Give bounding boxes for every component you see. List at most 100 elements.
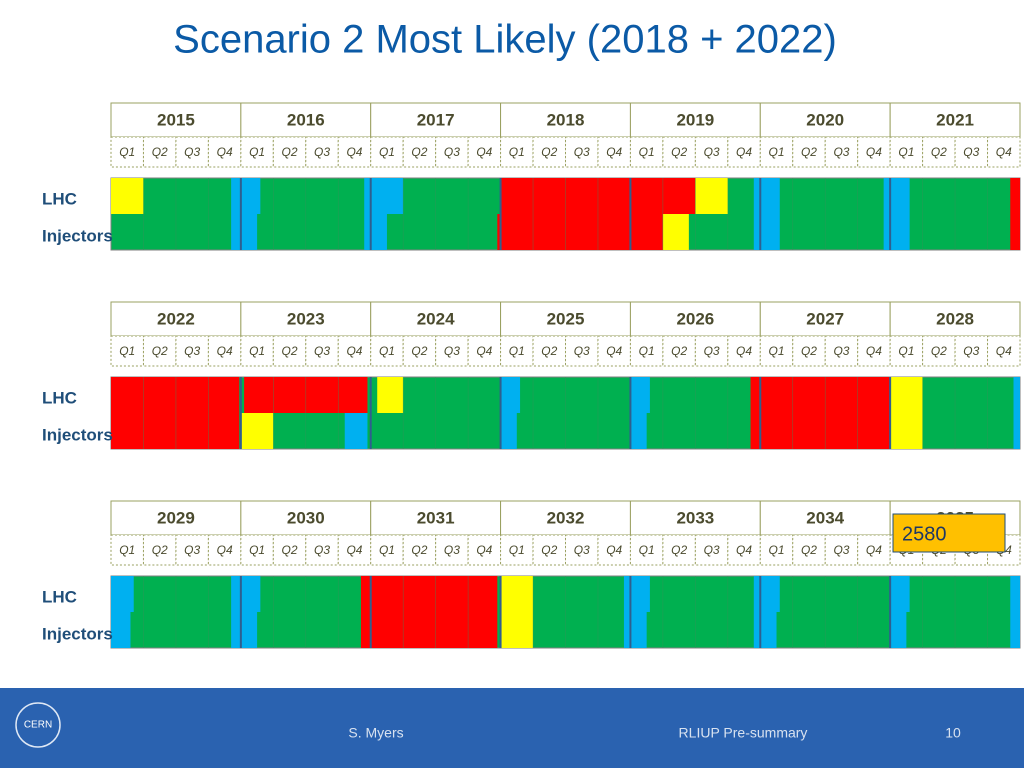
quarter-cell bbox=[272, 534, 307, 566]
quarter-cell bbox=[305, 335, 339, 367]
schedule-segment bbox=[111, 178, 144, 214]
year-label: 2026 bbox=[676, 309, 714, 328]
schedule-segment bbox=[240, 576, 261, 612]
schedule-segment bbox=[111, 612, 131, 648]
quarter-label: Q2 bbox=[931, 344, 947, 358]
schedule-segment bbox=[231, 576, 241, 612]
quarter-label: Q3 bbox=[963, 145, 979, 159]
quarter-cell bbox=[467, 136, 502, 168]
quarter-label: Q1 bbox=[249, 145, 265, 159]
schedule-segment bbox=[1010, 576, 1020, 612]
year-label: 2032 bbox=[547, 508, 585, 527]
quarter-label: Q1 bbox=[379, 145, 395, 159]
quarter-cell bbox=[500, 534, 534, 566]
quarter-label: Q2 bbox=[152, 344, 168, 358]
quarter-label: Q1 bbox=[509, 145, 525, 159]
quarter-cell bbox=[142, 534, 177, 566]
schedule-segment bbox=[1010, 178, 1020, 214]
year-label: 2027 bbox=[806, 309, 844, 328]
quarter-label: Q2 bbox=[801, 344, 817, 358]
year-label: 2030 bbox=[287, 508, 325, 527]
quarter-cell bbox=[565, 534, 599, 566]
quarter-label: Q2 bbox=[152, 543, 168, 557]
year-label: 2025 bbox=[547, 309, 585, 328]
quarter-label: Q1 bbox=[379, 543, 395, 557]
schedule-segment bbox=[360, 576, 498, 612]
quarter-cell bbox=[110, 335, 144, 367]
quarter-cell bbox=[305, 534, 339, 566]
quarter-label: Q3 bbox=[314, 145, 330, 159]
quarter-label: Q2 bbox=[411, 344, 427, 358]
year-cell bbox=[500, 301, 631, 337]
footer-event: RLIUP Pre-summary bbox=[679, 725, 808, 741]
quarter-label: Q4 bbox=[346, 344, 362, 358]
quarter-cell bbox=[694, 136, 729, 168]
year-cell bbox=[889, 301, 1021, 337]
year-label: 2023 bbox=[287, 309, 325, 328]
quarter-label: Q2 bbox=[931, 145, 947, 159]
schedule-segment bbox=[1010, 214, 1020, 250]
quarter-cell bbox=[987, 335, 1021, 367]
schedule-segment bbox=[231, 612, 241, 648]
year-label: 2017 bbox=[417, 110, 455, 129]
quarter-label: Q1 bbox=[898, 344, 914, 358]
schedule-segment bbox=[883, 214, 891, 250]
footer-page: 10 bbox=[945, 725, 961, 741]
quarter-label: Q2 bbox=[411, 543, 427, 557]
quarter-cell bbox=[792, 335, 826, 367]
schedule-segment bbox=[890, 214, 910, 250]
quarter-label: Q4 bbox=[606, 145, 622, 159]
quarter-cell bbox=[370, 136, 404, 168]
quarter-cell bbox=[532, 335, 566, 367]
schedule-segment bbox=[240, 178, 261, 214]
schedule-segment bbox=[111, 576, 134, 612]
quarter-label: Q2 bbox=[801, 145, 817, 159]
year-label: 2020 bbox=[806, 110, 844, 129]
quarter-label: Q1 bbox=[898, 145, 914, 159]
badge-text: 2580 bbox=[902, 523, 947, 545]
quarter-label: Q4 bbox=[866, 543, 882, 557]
logo-ring bbox=[15, 702, 61, 748]
quarter-label: Q4 bbox=[606, 344, 622, 358]
quarter-label: Q3 bbox=[704, 145, 720, 159]
quarter-cell bbox=[857, 335, 891, 367]
schedule-segment bbox=[750, 413, 891, 449]
year-label: 2033 bbox=[676, 508, 714, 527]
row-label: Injectors bbox=[42, 226, 113, 245]
quarter-cell bbox=[142, 136, 177, 168]
schedule-segment bbox=[370, 214, 387, 250]
quarter-cell bbox=[922, 136, 956, 168]
schedule-segment bbox=[753, 612, 761, 648]
quarter-label: Q1 bbox=[769, 543, 785, 557]
quarter-label: Q4 bbox=[606, 543, 622, 557]
year-cell bbox=[759, 500, 891, 536]
quarter-cell bbox=[207, 534, 242, 566]
quarter-cell bbox=[402, 136, 437, 168]
schedule-segment bbox=[500, 612, 534, 648]
quarter-label: Q3 bbox=[444, 145, 460, 159]
quarter-cell bbox=[662, 534, 696, 566]
quarter-cell bbox=[857, 534, 891, 566]
schedule-segment bbox=[760, 214, 780, 250]
schedule-segment bbox=[111, 413, 240, 449]
year-label: 2016 bbox=[287, 110, 325, 129]
schedule-segment bbox=[890, 576, 910, 612]
quarter-cell bbox=[694, 534, 729, 566]
quarter-cell bbox=[500, 335, 534, 367]
schedule-segment bbox=[630, 576, 650, 612]
schedule-segment bbox=[630, 214, 663, 250]
schedule-segment bbox=[890, 377, 923, 413]
quarter-cell bbox=[142, 335, 177, 367]
schedule-segment bbox=[377, 377, 404, 413]
year-label: 2031 bbox=[417, 508, 455, 527]
quarter-label: Q2 bbox=[282, 145, 298, 159]
quarter-cell bbox=[370, 534, 404, 566]
schedule-segment bbox=[753, 178, 761, 214]
schedule-segment bbox=[231, 178, 241, 214]
year-cell bbox=[629, 102, 761, 138]
schedule-segment bbox=[500, 576, 534, 612]
quarter-label: Q4 bbox=[217, 543, 233, 557]
year-cell bbox=[629, 500, 761, 536]
year-cell bbox=[110, 500, 242, 536]
